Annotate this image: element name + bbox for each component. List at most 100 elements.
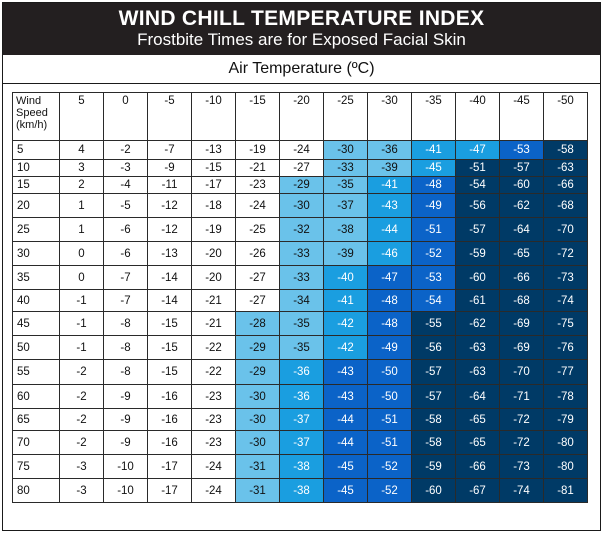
wind-chill-cell: -60 (455, 265, 500, 290)
wind-chill-cell: -39 (367, 159, 412, 177)
wind-chill-cell: -58 (411, 430, 456, 455)
wind-chill-cell: -15 (191, 159, 236, 177)
wind-chill-cell: -41 (323, 289, 368, 312)
wind-chill-cell: -31 (235, 454, 280, 479)
wind-speed-cell: 40 (12, 289, 60, 312)
air-temperature-header: -50 (543, 92, 588, 141)
wind-chill-cell: -24 (235, 193, 280, 218)
wind-chill-cell: -23 (191, 384, 236, 409)
wind-chill-cell: -30 (235, 384, 280, 409)
air-temperature-header: -5 (147, 92, 192, 141)
page-title: WIND CHILL TEMPERATURE INDEX (118, 7, 485, 30)
table-row: 50 -1 -8 -15 -22 -29 -35 -42 -49 -56 -63 -69 -76 (12, 335, 588, 360)
wind-speed-cell: 65 (12, 408, 60, 431)
wind-chill-cell: -57 (455, 217, 500, 242)
table-row: 25 1 -6 -12 -19 -25 -32 -38 -44 -51 -57 -64 -70 (12, 217, 588, 242)
wind-chill-cell: -6 (103, 241, 148, 266)
air-temperature-header: -10 (191, 92, 236, 141)
wind-speed-header: Wind Speed (km/h) (12, 92, 60, 141)
air-temperature-header: -40 (455, 92, 500, 141)
wind-chill-cell: -65 (499, 241, 544, 266)
table-row: 55 -2 -8 -15 -22 -29 -36 -43 -50 -57 -63 -70 -77 (12, 359, 588, 385)
wind-chill-cell: -49 (411, 193, 456, 218)
wind-chill-cell: -22 (191, 359, 236, 385)
wind-chill-cell: -23 (191, 430, 236, 455)
wind-chill-cell: -27 (235, 265, 280, 290)
wind-speed-cell: 5 (12, 140, 60, 160)
wind-chill-cell: -21 (191, 311, 236, 336)
wind-chill-cell: -35 (279, 335, 324, 360)
wind-speed-cell: 55 (12, 359, 60, 385)
wind-chill-cell: -74 (499, 478, 544, 503)
wind-chill-cell: -29 (235, 359, 280, 385)
wind-chill-cell: -71 (499, 384, 544, 409)
wind-chill-cell: -7 (147, 140, 192, 160)
wind-chill-cell: -35 (323, 176, 368, 194)
wind-chill-cell: -70 (499, 359, 544, 385)
temperature-header-row: Wind Speed (km/h) 5 0 -5 -10 -15 -20 -25 -30 -35 -40… (12, 92, 588, 141)
wind-chill-cell: -81 (543, 478, 588, 503)
wind-chill-cell: -44 (323, 408, 368, 431)
table-row: 45 -1 -8 -15 -21 -28 -35 -42 -48 -55 -62 -69 -75 (12, 311, 588, 336)
wind-chill-cell: -26 (235, 241, 280, 266)
wind-chill-cell: -50 (367, 384, 412, 409)
wind-chill-cell: -24 (191, 454, 236, 479)
wind-chill-cell: -14 (147, 289, 192, 312)
wind-chill-cell: -51 (455, 159, 500, 177)
wind-chill-cell: -52 (367, 478, 412, 503)
wind-chill-cell: -1 (59, 289, 104, 312)
wind-chill-cell: -19 (235, 140, 280, 160)
wind-speed-cell: 70 (12, 430, 60, 455)
wind-chill-cell: -59 (411, 454, 456, 479)
table-row: 10 3 -3 -9 -15 -21 -27 -33 -39 -45 -51 -57 -63 (12, 159, 588, 177)
wind-chill-cell: -17 (147, 454, 192, 479)
wind-chill-cell: -66 (543, 176, 588, 194)
wind-chill-cell: -62 (455, 311, 500, 336)
wind-chill-cell: -80 (543, 430, 588, 455)
wind-chill-cell: -15 (147, 359, 192, 385)
air-temperature-header: -30 (367, 92, 412, 141)
wind-chill-cell: -16 (147, 408, 192, 431)
wind-speed-cell: 30 (12, 241, 60, 266)
wind-chill-cell: -57 (411, 384, 456, 409)
wind-chill-cell: -52 (367, 454, 412, 479)
wind-chill-cell: -20 (191, 265, 236, 290)
wind-chill-cell: -63 (455, 335, 500, 360)
wind-chill-cell: -60 (499, 176, 544, 194)
wind-chill-cell: -74 (543, 289, 588, 312)
wind-chill-cell: -49 (367, 335, 412, 360)
wind-chill-cell: -72 (499, 408, 544, 431)
wind-chill-cell: -75 (543, 311, 588, 336)
wind-chill-cell: -63 (455, 359, 500, 385)
wind-chill-cell: -64 (455, 384, 500, 409)
wind-chill-cell: -29 (235, 335, 280, 360)
table-row: 60 -2 -9 -16 -23 -30 -36 -43 -50 -57 -64 -71 -78 (12, 384, 588, 409)
wind-chill-cell: -11 (147, 176, 192, 194)
wind-chill-cell: -42 (323, 335, 368, 360)
wind-chill-cell: -52 (411, 241, 456, 266)
wind-chill-cell: -36 (279, 384, 324, 409)
wind-chill-cell: -35 (279, 311, 324, 336)
wind-chill-cell: -38 (279, 454, 324, 479)
wind-chill-cell: -5 (103, 193, 148, 218)
wind-chill-cell: 0 (59, 265, 104, 290)
wind-chill-cell: -30 (323, 140, 368, 160)
page-subtitle: Frostbite Times are for Exposed Facial S… (137, 30, 466, 49)
wind-chill-cell: -2 (103, 140, 148, 160)
wind-chill-cell: -79 (543, 408, 588, 431)
wind-chill-cell: -20 (191, 241, 236, 266)
wind-chill-cell: -16 (147, 430, 192, 455)
wind-chill-cell: -30 (235, 430, 280, 455)
wind-chill-cell: -65 (455, 430, 500, 455)
wind-chill-cell: -7 (103, 265, 148, 290)
wind-chill-cell: -21 (235, 159, 280, 177)
wind-chill-cell: -15 (147, 311, 192, 336)
wind-chill-cell: -77 (543, 359, 588, 385)
wind-chill-cell: -1 (59, 311, 104, 336)
wind-chill-cell: -48 (367, 311, 412, 336)
wind-chill-cell: -1 (59, 335, 104, 360)
wind-chill-cell: -22 (191, 335, 236, 360)
wind-chill-cell: -27 (235, 289, 280, 312)
wind-chill-cell: -51 (367, 408, 412, 431)
wind-chill-cell: -44 (367, 217, 412, 242)
